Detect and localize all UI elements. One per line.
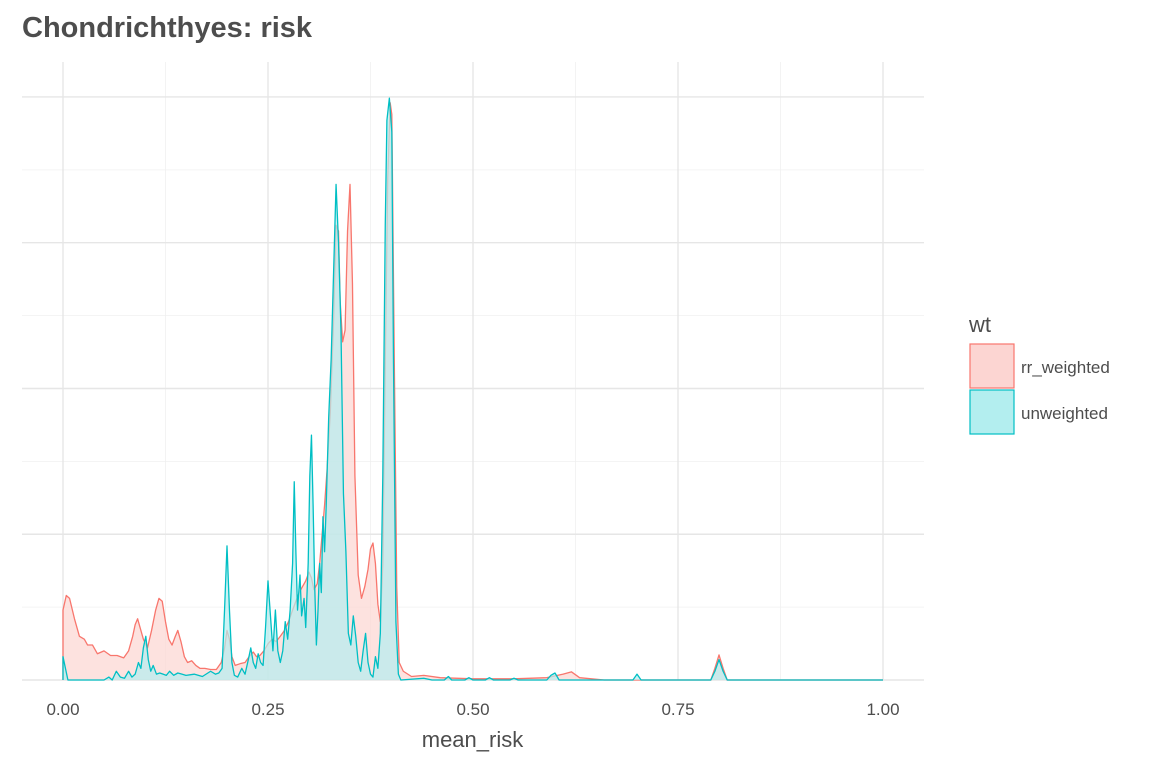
x-tick-label: 1.00	[866, 700, 899, 719]
density-areas	[62, 97, 883, 681]
x-tick-label: 0.25	[251, 700, 284, 719]
x-axis-ticks: 0.00 0.25 0.50 0.75 1.00	[46, 700, 899, 719]
x-tick-label: 0.75	[661, 700, 694, 719]
grid	[22, 62, 924, 681]
legend-title: wt	[968, 312, 991, 337]
x-tick-label: 0.00	[46, 700, 79, 719]
density-line-unweighted	[62, 97, 883, 681]
legend-key-rr-weighted	[969, 343, 1015, 389]
x-tick-label: 0.50	[456, 700, 489, 719]
legend-label-unweighted: unweighted	[1021, 404, 1108, 423]
x-axis-title: mean_risk	[422, 727, 524, 752]
chart-title: Chondrichthyes: risk	[22, 12, 313, 44]
legend-key-unweighted	[969, 389, 1015, 435]
legend-label-rr-weighted: rr_weighted	[1021, 358, 1110, 377]
legend: wt rr_weighted unweighted	[968, 312, 1110, 435]
